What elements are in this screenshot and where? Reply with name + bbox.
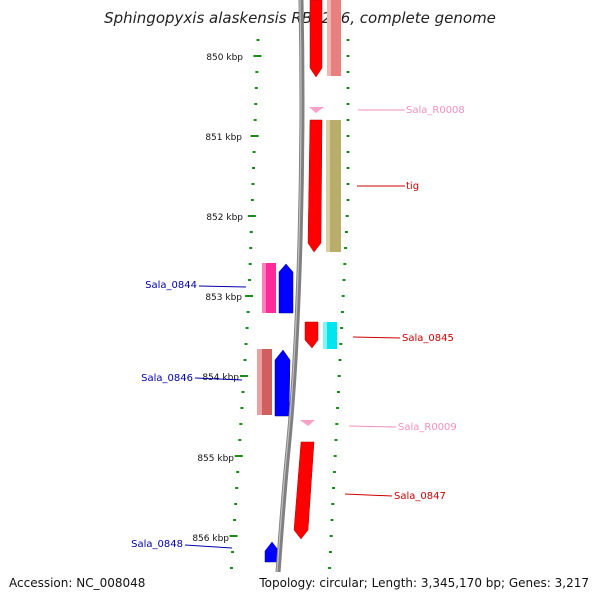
footer-bg [0,572,600,600]
gene-label-Sala_0845[interactable]: Sala_0845 [402,333,454,344]
genome-backbone [273,0,305,600]
gene-features [257,0,341,600]
tick-label-855: 855 kbp [197,454,234,464]
gene-label-tig[interactable]: tig [406,181,419,192]
inner-ruler [327,39,350,585]
tick-label-853: 853 kbp [205,293,242,303]
topology-text: Topology: circular; Length: 3,345,170 bp… [258,576,589,590]
gene-label-Sala_0846[interactable]: Sala_0846 [141,373,193,384]
rna-Sala_R0008[interactable] [309,107,324,113]
tick-label-854: 854 kbp [202,373,239,383]
tick-label-851: 851 kbp [205,133,242,143]
accession-text: Accession: NC_008048 [9,576,145,590]
tick-labels: 850 kbp 851 kbp 852 kbp 853 kbp 854 kbp … [192,53,243,544]
outer-ruler [228,39,262,585]
gene-arrow-tig[interactable] [307,119,323,253]
gene-arrow-Sala_0847[interactable] [293,441,315,540]
gene-label-Sala_R0008[interactable]: Sala_R0008 [406,105,465,116]
gene-label-Sala_0844[interactable]: Sala_0844 [145,280,197,291]
gene-arrow-top-red[interactable] [309,0,323,78]
gene-label-Sala_0848[interactable]: Sala_0848 [131,539,183,550]
tick-label-850: 850 kbp [206,53,243,63]
rna-Sala_R0009[interactable] [300,420,315,426]
gene-arrow-Sala_0845[interactable] [304,321,319,349]
tick-label-852: 852 kbp [206,213,243,223]
leader-lines [184,109,405,549]
gene-label-Sala_0847[interactable]: Sala_0847 [394,491,446,502]
gene-label-Sala_R0009[interactable]: Sala_R0009 [398,422,457,433]
gene-arrow-Sala_0846[interactable] [274,349,291,417]
gene-labels: Sala_R0008 tig Sala_0844 Sala_0845 Sala_… [131,105,465,550]
tick-label-856: 856 kbp [192,534,229,544]
gene-arrow-Sala_0844[interactable] [278,263,294,314]
